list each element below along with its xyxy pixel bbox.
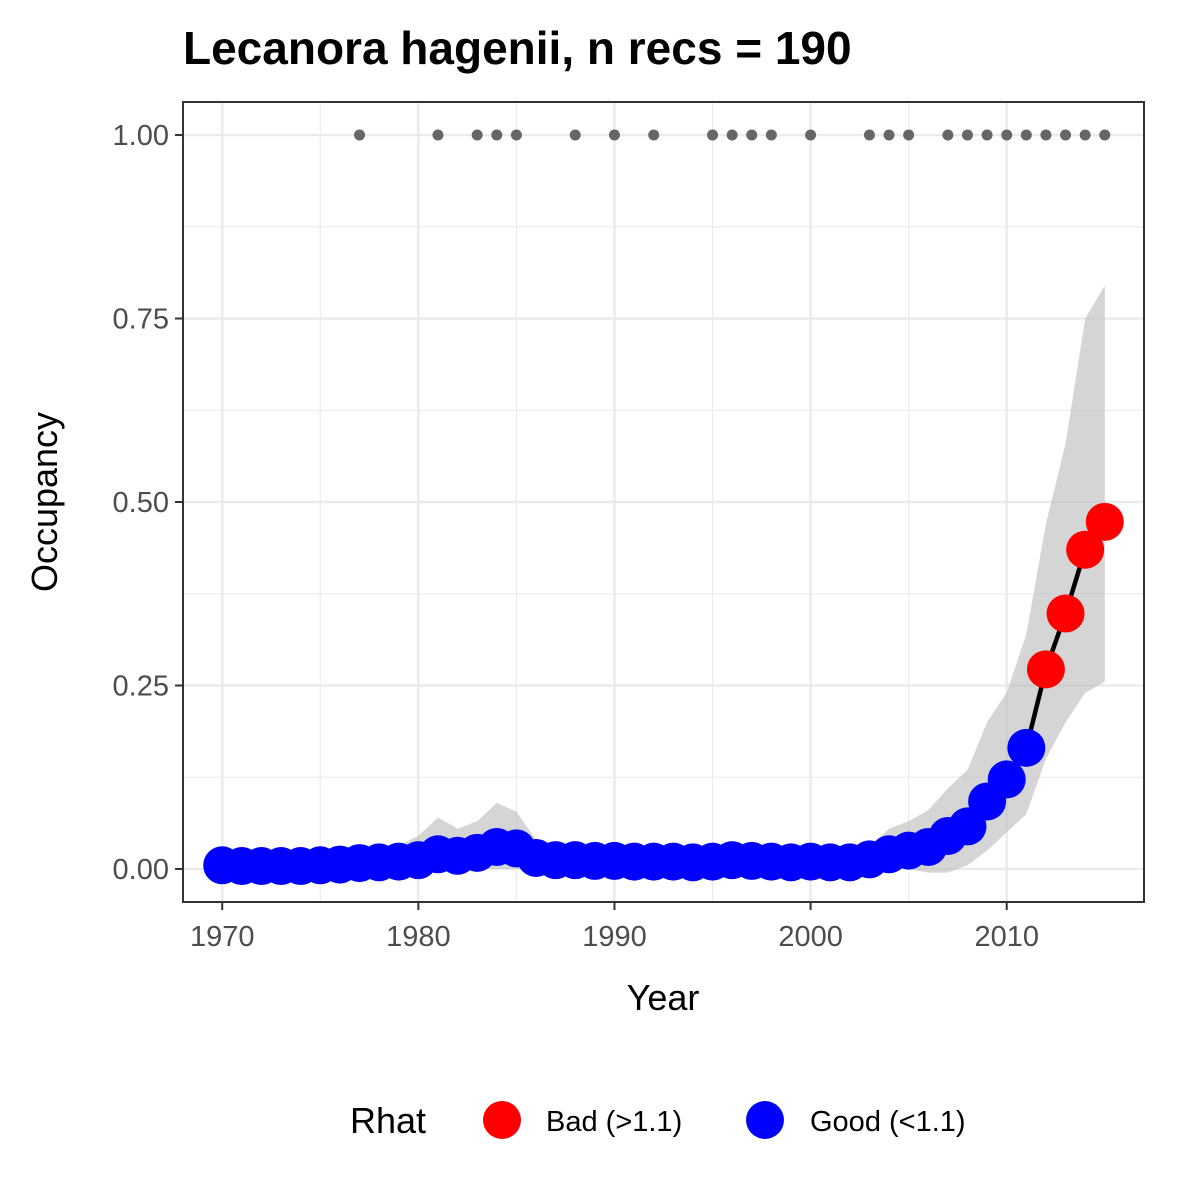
confidence-ribbon-layer: [222, 285, 1105, 873]
observation-point: [1060, 129, 1072, 141]
observation-point: [863, 129, 875, 141]
observation-point: [765, 129, 777, 141]
observation-point: [648, 129, 660, 141]
x-axis-title: Year: [627, 977, 700, 1018]
y-tick-label: 0.75: [113, 304, 169, 336]
legend: Rhat Bad (>1.1) Good (<1.1): [350, 1100, 966, 1141]
occupancy-point-bad: [1046, 594, 1085, 633]
chart-title: Lecanora hagenii, n recs = 190: [183, 22, 852, 74]
confidence-ribbon: [222, 285, 1105, 873]
observation-point: [746, 129, 758, 141]
observation-point: [981, 129, 993, 141]
plot-panel: [182, 101, 1145, 903]
x-axis: 1970 1980 1990 2000 2010: [190, 902, 1039, 953]
x-tick-label: 2000: [778, 921, 843, 953]
observation-point: [1020, 129, 1032, 141]
legend-label-good: Good (<1.1): [810, 1106, 966, 1138]
x-tick-label: 1980: [386, 921, 451, 953]
observation-point: [510, 129, 522, 141]
observation-point: [471, 129, 483, 141]
legend-label-bad: Bad (>1.1): [546, 1106, 682, 1138]
observation-point: [608, 129, 620, 141]
observation-point: [805, 129, 817, 141]
observation-point: [961, 129, 973, 141]
observation-point: [354, 129, 366, 141]
y-axis-title: Occupancy: [24, 412, 65, 592]
observation-point: [569, 129, 581, 141]
x-tick-label: 1990: [582, 921, 647, 953]
occupancy-point-good: [1007, 728, 1046, 767]
occupancy-points: [203, 502, 1124, 886]
observation-point: [942, 129, 954, 141]
x-tick-label: 2010: [974, 921, 1039, 953]
y-tick-label: 0.50: [113, 487, 169, 519]
observation-point: [707, 129, 719, 141]
observation-point: [1099, 129, 1111, 141]
observation-point: [883, 129, 895, 141]
y-tick-label: 0.25: [113, 670, 169, 702]
observation-point: [1040, 129, 1052, 141]
x-tick-label: 1970: [190, 921, 255, 953]
y-tick-label: 0.00: [113, 854, 169, 886]
observation-point: [726, 129, 738, 141]
legend-key-good: [746, 1101, 784, 1139]
observation-points: [354, 129, 1111, 141]
occupancy-point-bad: [1026, 650, 1065, 689]
legend-key-bad: [483, 1101, 521, 1139]
occupancy-point-good: [987, 760, 1026, 799]
observation-point: [432, 129, 444, 141]
legend-title: Rhat: [350, 1100, 426, 1141]
observation-point: [1001, 129, 1013, 141]
observation-point: [1079, 129, 1091, 141]
observation-point: [903, 129, 915, 141]
y-axis: 0.00 0.25 0.50 0.75 1.00: [113, 120, 183, 886]
occupancy-point-bad: [1066, 530, 1105, 569]
occupancy-point-bad: [1085, 502, 1124, 541]
y-tick-label: 1.00: [113, 120, 169, 152]
observation-point: [491, 129, 503, 141]
